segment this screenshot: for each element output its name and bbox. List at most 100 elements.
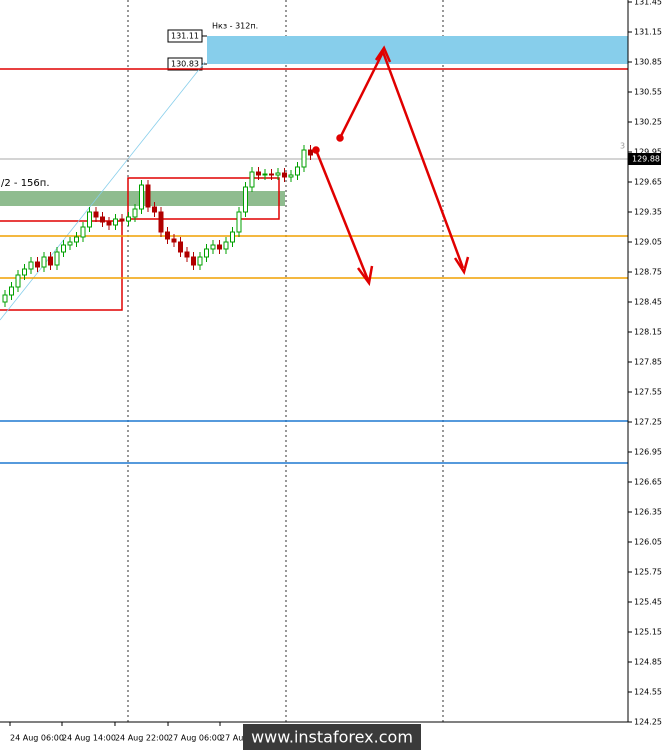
watermark-bg [243, 724, 421, 750]
candle-body [294, 166, 300, 176]
candle-body [242, 186, 248, 213]
y-tick-label: 130.25 [634, 118, 662, 127]
arrow-head [374, 45, 392, 63]
candle-body [106, 221, 112, 226]
candle-body [61, 244, 67, 253]
period-separators [127, 0, 444, 722]
arrow [314, 149, 370, 281]
candle-body [74, 236, 80, 243]
candle-body [236, 211, 242, 233]
candle-body [2, 294, 8, 303]
arrow-dot [312, 146, 320, 154]
corner-note: 3 [620, 142, 625, 151]
y-tick-label: 126.35 [634, 508, 662, 517]
candle-body [100, 216, 106, 223]
y-tick-label: 129.05 [634, 238, 662, 247]
y-tick-label: 130.85 [634, 58, 662, 67]
range-box [0, 220, 123, 311]
candle-body [255, 171, 261, 176]
candle-body [203, 248, 209, 258]
y-tick-label: 129.35 [634, 208, 662, 217]
candle-body [307, 149, 313, 156]
candle-body [54, 251, 60, 266]
y-tick-label: 129.65 [634, 178, 662, 187]
arrow [338, 48, 465, 269]
y-tick-label: 124.25 [634, 718, 662, 727]
arrow-dot [336, 134, 344, 142]
candle-body [138, 184, 144, 210]
candle-body [158, 211, 164, 233]
candle-body [151, 206, 157, 213]
candles [2, 145, 313, 307]
price-label: 130.83 [171, 60, 199, 69]
target-zone-label: Нкз - 312п. [212, 22, 258, 31]
y-tick-label: 125.45 [634, 598, 662, 607]
y-tick-label: 127.85 [634, 358, 662, 367]
y-tick-label: 124.85 [634, 658, 662, 667]
y-tick-label: 131.15 [634, 28, 662, 37]
candle-body [15, 274, 21, 288]
y-tick-label: 126.95 [634, 448, 662, 457]
y-tick-label: 125.15 [634, 628, 662, 637]
y-tick-label: 127.55 [634, 388, 662, 397]
arrow-head [453, 256, 470, 276]
x-tick-label: 24 Aug 14:00 [62, 734, 116, 743]
candle-body [35, 261, 41, 268]
watermark: www.instaforex.com [251, 728, 413, 747]
candle-body [262, 173, 268, 176]
candle-body [171, 238, 177, 243]
candle-body [41, 256, 47, 268]
candle-body [177, 241, 183, 253]
axes: 131.45 131.15 130.85 130.55 130.25 129.95 129.… [9, 0, 662, 743]
x-tick-label: 24 Aug 06:00 [10, 734, 64, 743]
candle-body [210, 244, 216, 250]
x-tick-label: 24 Aug 22:00 [115, 734, 169, 743]
y-tick-label: 125.75 [634, 568, 662, 577]
levels [0, 68, 628, 464]
x-tick-label: 27 Aug 06:00 [168, 734, 222, 743]
trend-line [0, 61, 206, 321]
candle-body [119, 218, 125, 222]
arrow-head [356, 265, 374, 287]
y-tick-label: 126.05 [634, 538, 662, 547]
candle-body [112, 218, 118, 226]
candle-body [249, 171, 255, 188]
candle-body [216, 244, 222, 250]
bid-label-box [628, 153, 661, 165]
y-tick-label: 131.45 [634, 0, 662, 7]
zones: Нкз - 312п. 131.11 130.83/2 - 156п. [0, 22, 628, 311]
candle-body [67, 241, 73, 246]
y-tick-label: 129.95 [634, 148, 662, 157]
range-box [127, 177, 280, 220]
price-label: 131.11 [171, 32, 199, 41]
candle-body [28, 261, 34, 270]
y-tick-label: 128.15 [634, 328, 662, 337]
candle-body [275, 172, 281, 176]
y-tick-label: 128.45 [634, 298, 662, 307]
candle-body [288, 174, 294, 178]
x-tick-label: 27 Aug [220, 734, 248, 743]
candle-body [145, 184, 151, 208]
candle-body [93, 211, 99, 218]
y-tick-label: 124.55 [634, 688, 662, 697]
candle-body [87, 211, 93, 228]
y-tick-label: 128.75 [634, 268, 662, 277]
y-tick-label: 127.25 [634, 418, 662, 427]
candle-body [197, 256, 203, 266]
candle-body [229, 231, 235, 243]
candle-body [301, 149, 307, 168]
candle-body [125, 216, 131, 222]
candle-body [190, 256, 196, 266]
candle-body [132, 208, 138, 218]
target-zone [207, 36, 628, 64]
candle-body [281, 172, 287, 178]
y-tick-label: 130.55 [634, 88, 662, 97]
candle-body [184, 251, 190, 258]
candle-body [48, 256, 54, 266]
half-zone-label: /2 - 156п. [1, 178, 50, 189]
candle-body [22, 268, 28, 276]
forecast-arrows [312, 45, 470, 287]
candle-body [164, 231, 170, 240]
